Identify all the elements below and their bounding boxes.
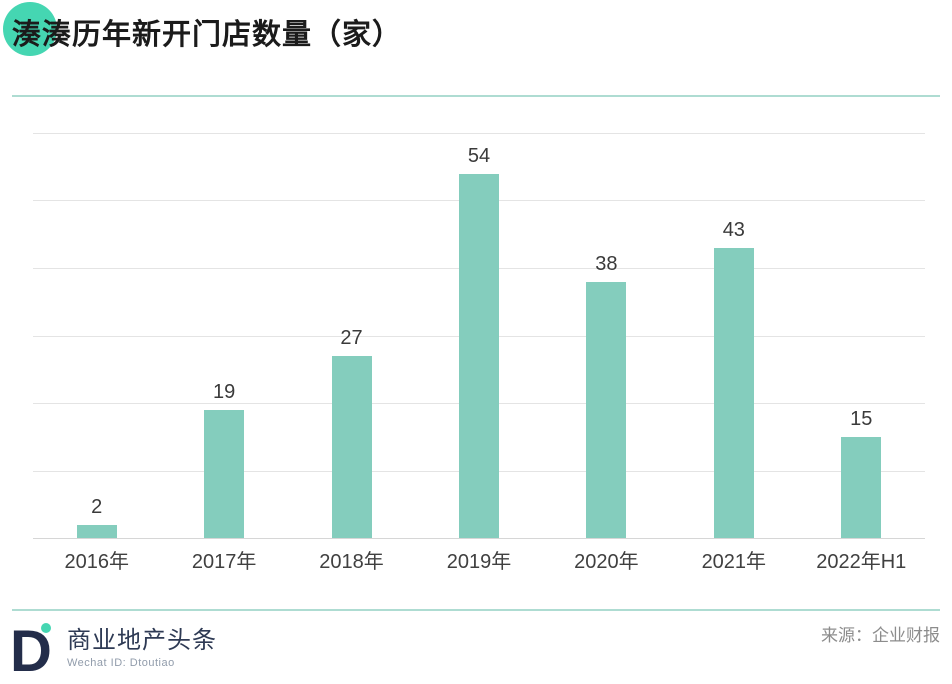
x-axis-tick-label: 2017年 [191,551,257,573]
bar-slot: 27 2018年 [288,133,415,572]
x-axis-tick-label: 2021年 [701,551,767,573]
x-axis-baseline [33,538,925,539]
header: 湊湊历年新开门店数量（家） [0,0,952,96]
bar-value-label: 2 [91,495,103,518]
brand-logo: D [10,620,66,680]
bar-slot: 54 2019年 [415,133,542,573]
bar-value-label: 27 [340,326,363,349]
bar-slot: 15 2022年H1 [798,133,925,572]
x-axis-tick-label: 2020年 [574,551,639,573]
logo-letter-d: D [10,619,52,684]
bar-slot: 19 2017年 [160,133,287,572]
bar-2018年 [331,355,372,538]
bar-2016年 [76,524,117,538]
bar-2019年 [458,173,499,538]
bar-slot: 43 2021年 [670,133,797,572]
logo-dot-icon [41,623,51,633]
brand-name: 商业地产头条 [67,627,217,654]
brand-block: 商业地产头条 Wechat ID: Dtoutiao [67,627,217,670]
x-axis-tick-label: 2016年 [64,551,129,573]
page-title: 湊湊历年新开门店数量（家） [12,19,403,51]
brand-wechat-id: Wechat ID: Dtoutiao [67,657,175,670]
bar-slot: 38 2020年 [543,133,670,573]
title-accent-circle-icon [3,2,57,56]
bar-value-label: 15 [850,407,873,430]
bottom-separator-line [12,609,940,611]
data-source-label: 来源：企业财报 [821,626,940,645]
bar-2021年 [713,247,754,538]
bar-2020年 [586,281,627,538]
x-axis-tick-label: 2019年 [446,551,512,573]
bar-2022年H1 [841,436,882,538]
gridline [33,133,925,134]
x-axis-tick-label: 2022年H1 [816,551,907,573]
bars-row: 2 2016年 19 2017年 27 2018年 54 2019年 38 2020年 43 2021… [33,133,925,573]
bar-value-label: 43 [722,218,745,241]
bar-value-label: 38 [595,252,618,275]
bar-2017年 [204,409,245,538]
bar-value-label: 54 [467,144,491,167]
plot-area: 2 2016年 19 2017年 27 2018年 54 2019年 38 2020年 43 2021… [33,133,925,573]
top-separator-line [12,95,940,97]
x-axis-tick-label: 2018年 [319,551,384,573]
bar-value-label: 19 [213,380,236,403]
bar-slot: 2 2016年 [33,133,160,573]
